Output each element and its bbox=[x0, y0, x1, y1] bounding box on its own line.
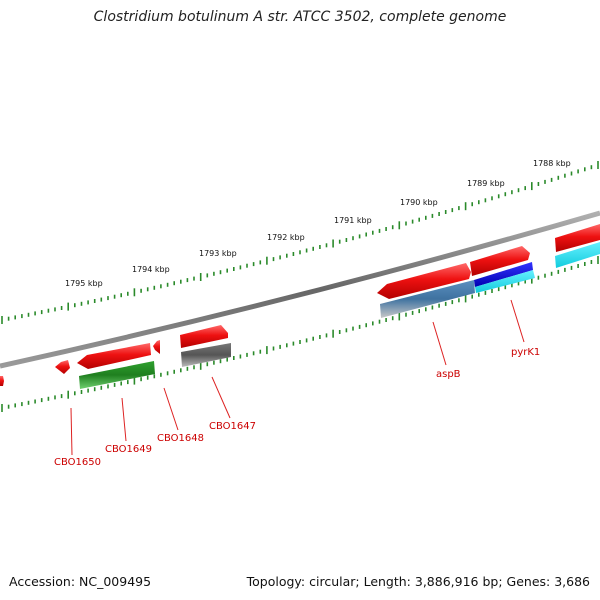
gene-feature-pyrk1-cyan bbox=[475, 270, 535, 293]
kbp-label: 1790 kbp bbox=[400, 198, 438, 207]
kbp-label: 1789 kbp bbox=[467, 179, 505, 188]
gene-feature-aspb-steelblue bbox=[380, 280, 475, 318]
gene-feature-cbo1649-green bbox=[79, 361, 155, 389]
outer-tick-ring bbox=[1, 161, 599, 324]
callout-aspb bbox=[432, 321, 447, 366]
gene-feature-cbo1650 bbox=[55, 360, 70, 374]
kbp-label: 1793 kbp bbox=[199, 249, 237, 258]
gene-feature-pyrk1-red bbox=[470, 246, 530, 276]
kbp-labels: 1795 kbp 1794 kbp 1793 kbp 1792 kbp 1791… bbox=[65, 159, 571, 288]
gene-label-cbo1650: CBO1650 bbox=[54, 457, 101, 468]
map-title: Clostridium botulinum A str. ATCC 3502, … bbox=[93, 9, 507, 25]
gene-label-aspb: aspB bbox=[436, 369, 461, 380]
callout-cbo1649 bbox=[121, 397, 127, 442]
gene-feature-cbo1647-red bbox=[180, 325, 228, 348]
gene-feature bbox=[555, 242, 600, 268]
callout-cbo1650 bbox=[70, 407, 73, 456]
kbp-label: 1792 kbp bbox=[267, 233, 305, 242]
callout-cbo1648 bbox=[163, 387, 179, 431]
gene-label-cbo1649: CBO1649 bbox=[105, 444, 152, 455]
kbp-label: 1788 kbp bbox=[533, 159, 571, 168]
callout-lines bbox=[70, 299, 525, 456]
gene-feature-cbo1647-gray bbox=[181, 343, 231, 367]
genome-backbone bbox=[0, 210, 600, 369]
gene-feature bbox=[0, 376, 4, 386]
kbp-label: 1794 kbp bbox=[132, 265, 170, 274]
gene-label-cbo1647: CBO1647 bbox=[209, 421, 256, 432]
gene-label-pyrk1: pyrK1 bbox=[511, 347, 540, 358]
gene-feature bbox=[555, 224, 600, 252]
gene-labels: CBO1650 CBO1649 CBO1648 CBO1647 aspB pyr… bbox=[54, 347, 540, 468]
genome-summary-text: Topology: circular; Length: 3,886,916 bp… bbox=[246, 574, 590, 589]
callout-cbo1647 bbox=[211, 376, 231, 419]
kbp-label: 1795 kbp bbox=[65, 279, 103, 288]
gene-label-cbo1648: CBO1648 bbox=[157, 433, 204, 444]
accession-text: Accession: NC_009495 bbox=[9, 574, 152, 589]
gene-feature-cbo1649-red bbox=[77, 343, 151, 369]
callout-pyrk1 bbox=[510, 299, 525, 343]
gene-feature-aspb-red bbox=[377, 263, 471, 299]
kbp-label: 1791 kbp bbox=[334, 216, 372, 225]
inner-tick-ring bbox=[1, 256, 599, 412]
gene-features bbox=[0, 224, 600, 389]
gene-feature-pyrk1-blue bbox=[474, 262, 533, 287]
gene-feature-cbo1648 bbox=[153, 340, 160, 354]
